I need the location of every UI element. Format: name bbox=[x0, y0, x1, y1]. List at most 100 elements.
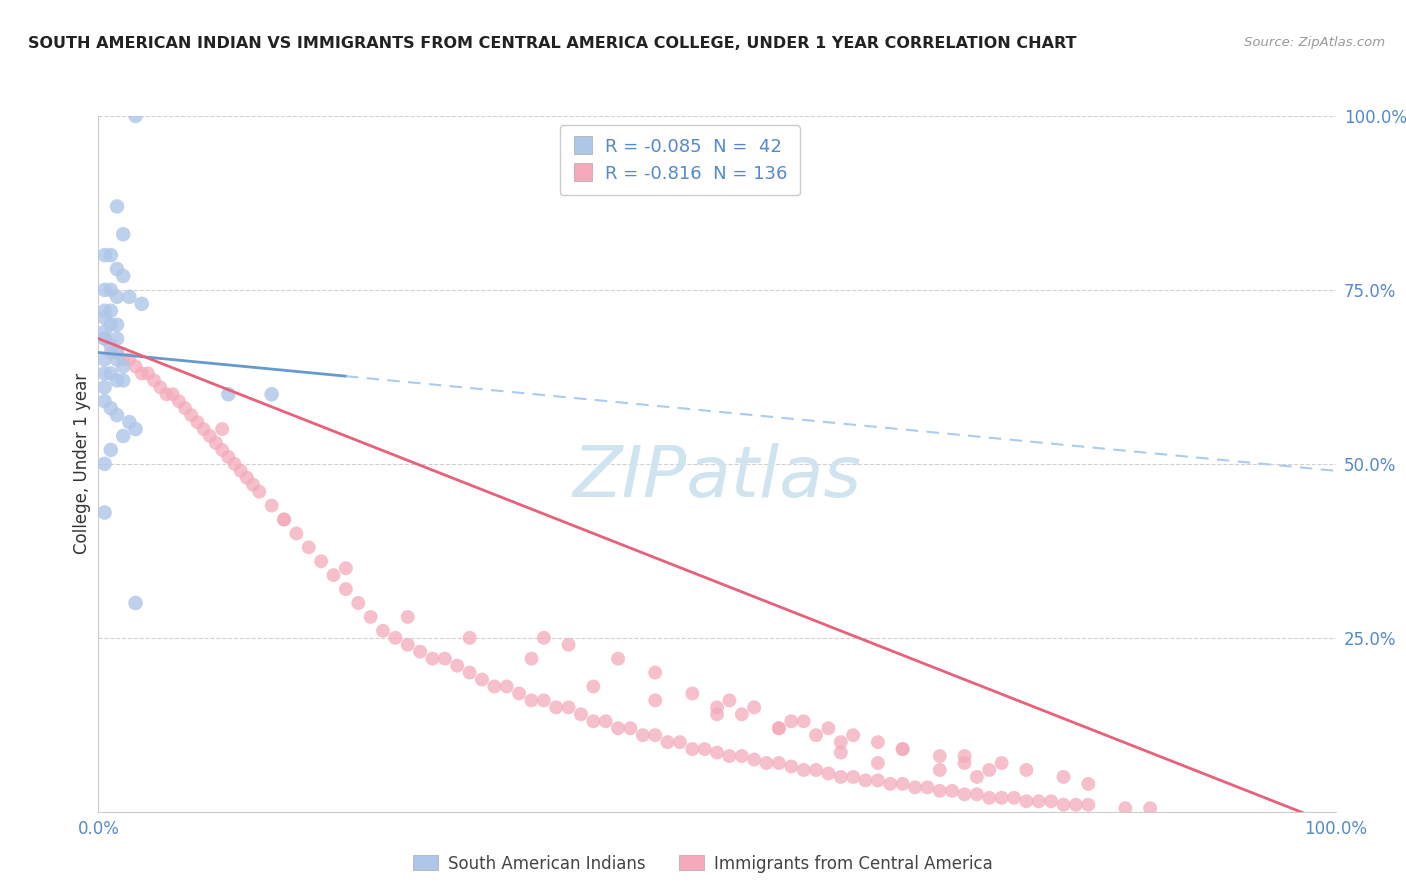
Point bbox=[644, 728, 666, 742]
Point bbox=[731, 749, 754, 764]
Point bbox=[409, 645, 432, 659]
Point bbox=[93, 457, 115, 471]
Point bbox=[322, 568, 344, 582]
Point bbox=[446, 658, 468, 673]
Point bbox=[224, 457, 246, 471]
Point bbox=[458, 631, 481, 645]
Text: SOUTH AMERICAN INDIAN VS IMMIGRANTS FROM CENTRAL AMERICA COLLEGE, UNDER 1 YEAR C: SOUTH AMERICAN INDIAN VS IMMIGRANTS FROM… bbox=[28, 36, 1077, 51]
Point bbox=[953, 756, 976, 770]
Point bbox=[93, 283, 115, 297]
Point bbox=[124, 596, 146, 610]
Point bbox=[100, 338, 122, 352]
Point bbox=[100, 248, 122, 262]
Point bbox=[804, 728, 827, 742]
Point bbox=[595, 714, 617, 729]
Point bbox=[136, 367, 159, 381]
Point bbox=[347, 596, 370, 610]
Point bbox=[360, 610, 382, 624]
Point bbox=[242, 477, 264, 491]
Point bbox=[817, 766, 839, 780]
Point bbox=[718, 693, 741, 707]
Point bbox=[193, 422, 215, 436]
Point bbox=[198, 429, 221, 443]
Point bbox=[100, 345, 122, 359]
Point bbox=[520, 651, 543, 665]
Point bbox=[229, 464, 252, 478]
Point bbox=[979, 763, 1001, 777]
Point bbox=[917, 780, 939, 795]
Point bbox=[471, 673, 494, 687]
Point bbox=[433, 651, 456, 665]
Point bbox=[706, 746, 728, 760]
Point bbox=[731, 707, 754, 722]
Point bbox=[619, 721, 641, 735]
Point bbox=[966, 770, 988, 784]
Point bbox=[842, 728, 865, 742]
Point bbox=[93, 325, 115, 339]
Point bbox=[928, 763, 950, 777]
Point bbox=[780, 759, 803, 773]
Point bbox=[149, 380, 172, 394]
Point bbox=[93, 310, 115, 325]
Point bbox=[186, 415, 208, 429]
Point bbox=[941, 784, 963, 798]
Point bbox=[830, 735, 852, 749]
Point bbox=[520, 693, 543, 707]
Point bbox=[644, 693, 666, 707]
Point bbox=[1040, 794, 1063, 808]
Point bbox=[112, 227, 135, 242]
Point bbox=[508, 686, 530, 700]
Point bbox=[100, 303, 122, 318]
Point bbox=[105, 290, 128, 304]
Point bbox=[657, 735, 679, 749]
Point bbox=[205, 436, 228, 450]
Point bbox=[1052, 797, 1074, 812]
Point bbox=[891, 742, 914, 756]
Point bbox=[1077, 777, 1099, 791]
Point bbox=[124, 422, 146, 436]
Point bbox=[422, 651, 444, 665]
Point bbox=[273, 512, 295, 526]
Point bbox=[273, 512, 295, 526]
Point bbox=[557, 700, 579, 714]
Point bbox=[112, 373, 135, 387]
Point bbox=[780, 714, 803, 729]
Point bbox=[644, 665, 666, 680]
Point bbox=[260, 499, 283, 513]
Point bbox=[217, 387, 239, 401]
Point bbox=[681, 742, 703, 756]
Point bbox=[582, 680, 605, 694]
Point bbox=[131, 367, 153, 381]
Point bbox=[1015, 763, 1038, 777]
Point bbox=[93, 380, 115, 394]
Point bbox=[768, 721, 790, 735]
Point bbox=[93, 248, 115, 262]
Point bbox=[93, 506, 115, 520]
Point bbox=[891, 777, 914, 791]
Point bbox=[335, 561, 357, 575]
Text: ZIPatlas: ZIPatlas bbox=[572, 443, 862, 512]
Point bbox=[105, 199, 128, 213]
Point bbox=[143, 373, 166, 387]
Point bbox=[966, 788, 988, 801]
Point bbox=[131, 297, 153, 311]
Point bbox=[1002, 790, 1025, 805]
Point bbox=[93, 394, 115, 409]
Point bbox=[93, 303, 115, 318]
Point bbox=[533, 631, 555, 645]
Point bbox=[93, 332, 115, 346]
Point bbox=[118, 290, 141, 304]
Point bbox=[1064, 797, 1087, 812]
Point bbox=[100, 367, 122, 381]
Point bbox=[793, 714, 815, 729]
Point bbox=[105, 332, 128, 346]
Point bbox=[1052, 770, 1074, 784]
Point bbox=[298, 541, 321, 555]
Point bbox=[217, 450, 239, 464]
Point bbox=[557, 638, 579, 652]
Point bbox=[768, 721, 790, 735]
Point bbox=[484, 680, 506, 694]
Point bbox=[742, 753, 765, 767]
Point bbox=[706, 707, 728, 722]
Point bbox=[546, 700, 568, 714]
